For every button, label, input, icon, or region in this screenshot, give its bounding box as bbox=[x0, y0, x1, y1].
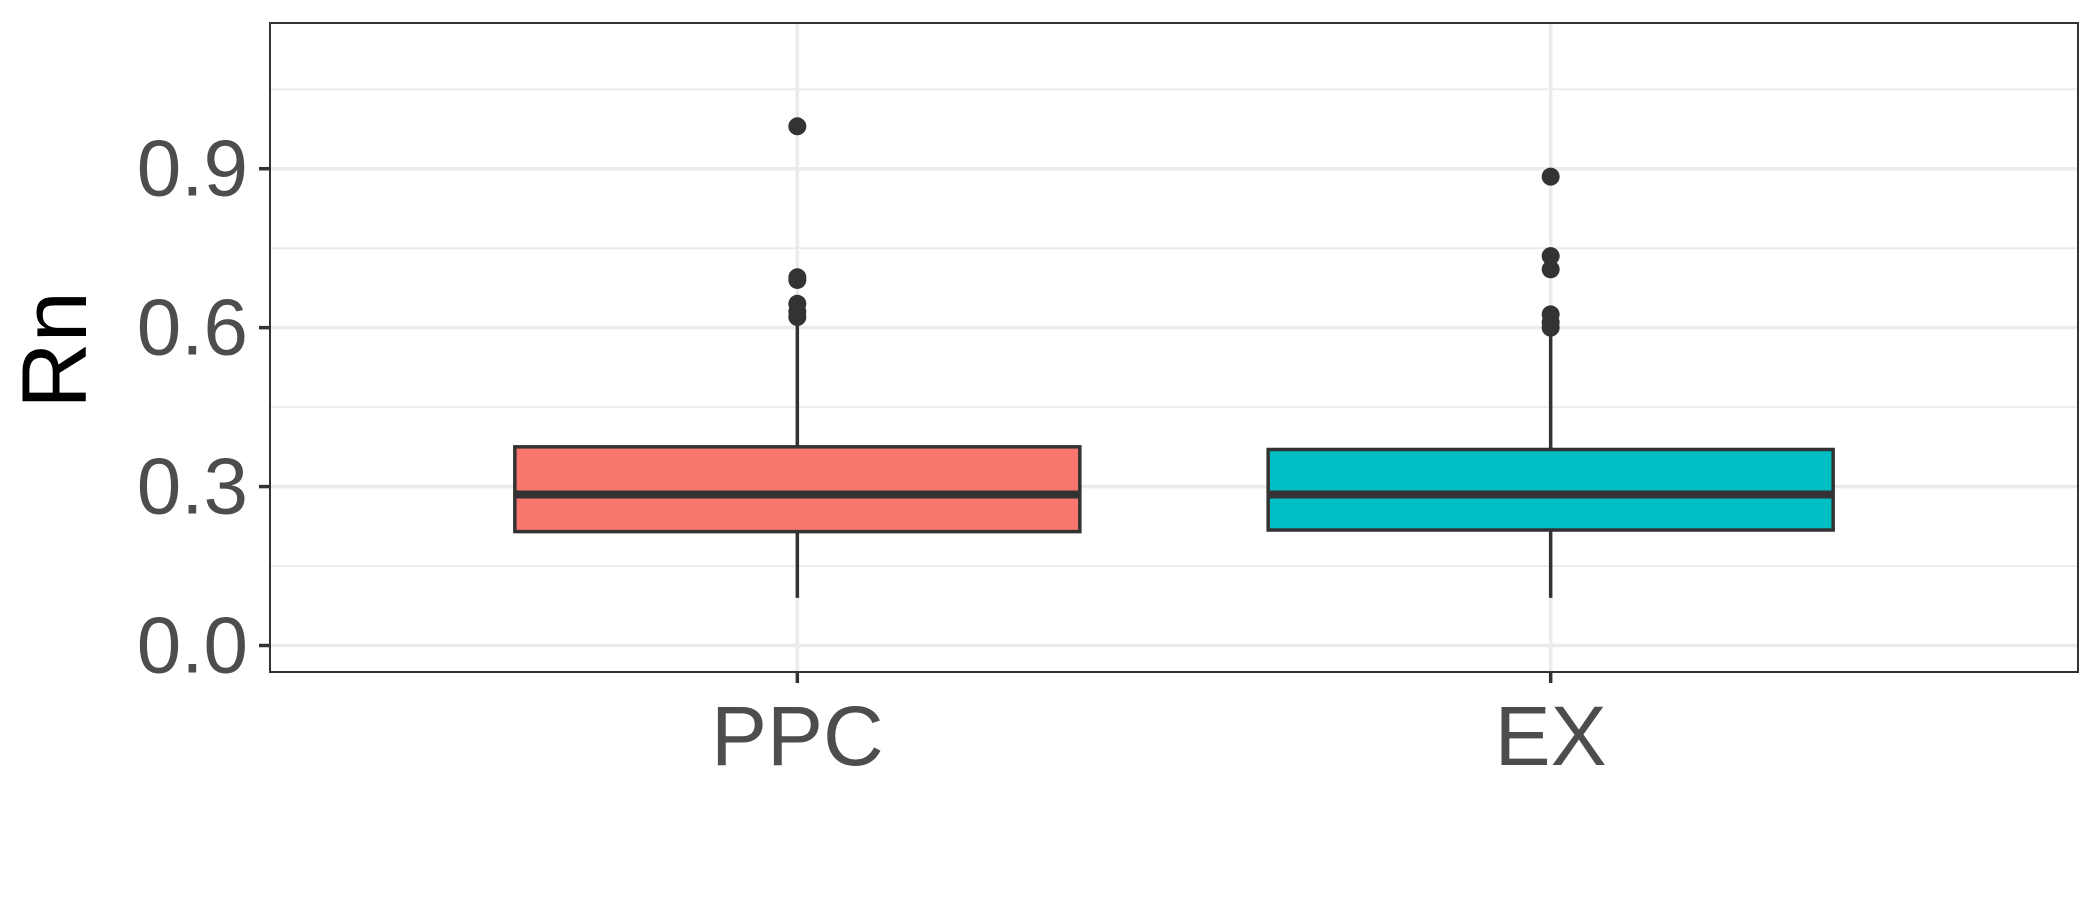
boxes bbox=[513, 117, 1835, 598]
outlier-point bbox=[1541, 305, 1560, 324]
y-tick-label: 0.3 bbox=[137, 442, 248, 531]
outlier-point bbox=[788, 268, 807, 287]
box-body bbox=[513, 445, 1082, 534]
outlier-point bbox=[788, 117, 807, 136]
outlier-point bbox=[788, 294, 807, 313]
outlier-point bbox=[1541, 247, 1560, 266]
x-tick-label: EX bbox=[1495, 689, 1607, 783]
y-tick-label: 0.0 bbox=[137, 601, 248, 690]
x-tick-label: PPC bbox=[711, 689, 884, 783]
y-axis-title: Rn bbox=[4, 291, 106, 409]
box-ppc bbox=[513, 117, 1082, 598]
y-tick-label: 0.9 bbox=[137, 124, 248, 213]
box-ex bbox=[1266, 167, 1835, 598]
grid-lines bbox=[270, 23, 2078, 672]
y-axis: 0.0 0.3 0.6 0.9 bbox=[137, 124, 270, 690]
x-axis: PPC EX bbox=[711, 672, 1607, 783]
plot-panel-border bbox=[269, 22, 2079, 673]
outlier-point bbox=[1541, 167, 1560, 186]
outlier-point bbox=[1541, 260, 1560, 279]
box-body bbox=[1266, 447, 1835, 532]
y-tick-label: 0.6 bbox=[137, 283, 248, 372]
